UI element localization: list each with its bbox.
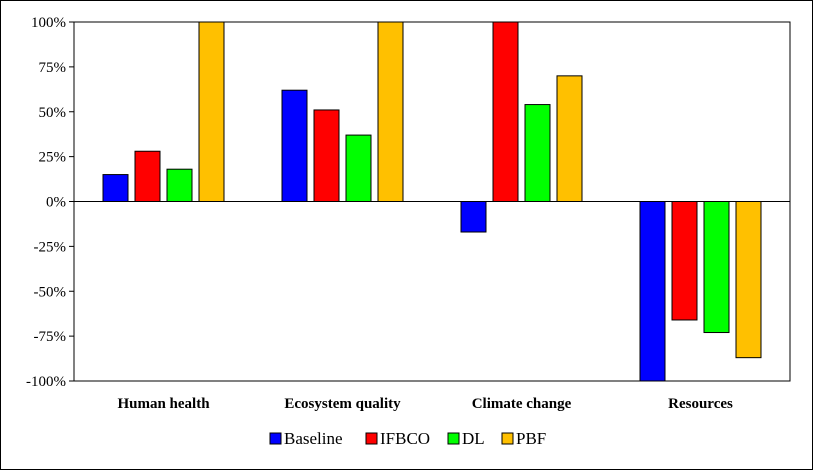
y-tick-label: -100% — [26, 374, 66, 390]
bars — [102, 21, 762, 382]
legend-label-dl: DL — [462, 429, 485, 448]
bar-pbf-1 — [198, 21, 225, 202]
y-tick-label: 75% — [39, 60, 67, 76]
bar-baseline-2 — [281, 89, 308, 202]
bar-ifbco-2 — [313, 109, 340, 202]
legend-swatch-pbf — [501, 432, 514, 445]
y-tick-label: -75% — [34, 329, 67, 345]
y-tick-label: 50% — [39, 105, 67, 121]
bar-ifbco-4 — [671, 201, 698, 321]
legend-swatch-baseline — [269, 432, 282, 445]
legend-swatch-dl — [447, 432, 460, 445]
bar-dl-2 — [345, 134, 372, 203]
y-tick-label: -50% — [34, 284, 67, 300]
legend-swatch-ifbco — [365, 432, 378, 445]
bar-dl-1 — [166, 168, 193, 203]
bar-ifbco-1 — [134, 150, 161, 203]
y-tick-label: 0% — [46, 195, 66, 211]
legend: Baseline IFBCO DL PBF — [269, 429, 546, 448]
category-label: Climate change — [472, 396, 572, 412]
legend-label-baseline: Baseline — [284, 429, 343, 448]
y-tick-label: 25% — [39, 150, 67, 166]
bar-dl-4 — [703, 201, 730, 334]
bar-dl-3 — [524, 104, 551, 202]
category-label: Ecosystem quality — [284, 396, 401, 412]
x-axis-labels: Human health Ecosystem quality Climate cha… — [117, 396, 733, 412]
y-tick-label: 100% — [31, 15, 66, 31]
bar-ifbco-3 — [492, 21, 519, 202]
legend-label-pbf: PBF — [516, 429, 546, 448]
bar-pbf-3 — [556, 75, 583, 202]
bar-baseline-1 — [102, 174, 129, 202]
category-label: Human health — [117, 396, 210, 412]
y-axis: -100% -75% -50% -25% 0% 25% 50% 75% 100% — [26, 15, 74, 390]
legend-label-ifbco: IFBCO — [380, 429, 430, 448]
bar-baseline-3 — [460, 201, 487, 233]
y-tick-label: -25% — [34, 239, 67, 255]
bar-pbf-4 — [735, 201, 762, 359]
category-label: Resources — [668, 396, 733, 412]
bar-pbf-2 — [377, 21, 404, 202]
bar-baseline-4 — [639, 201, 666, 382]
